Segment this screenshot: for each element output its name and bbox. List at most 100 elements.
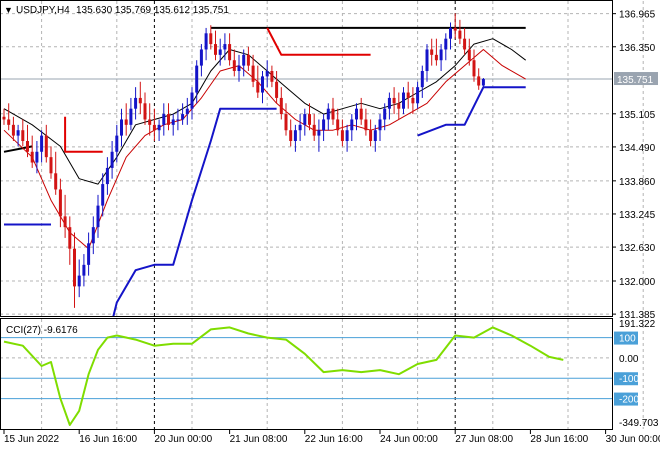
candle-body bbox=[467, 49, 471, 61]
candle-body bbox=[298, 124, 302, 131]
candle-body bbox=[138, 97, 142, 104]
price-axis-label: 131.385 bbox=[619, 310, 656, 321]
candle-body bbox=[246, 54, 250, 66]
cci-level-tag bbox=[614, 372, 638, 386]
candle-body bbox=[96, 205, 100, 228]
chart-menu-icon[interactable]: ▼ bbox=[4, 5, 13, 15]
candle-body bbox=[143, 103, 147, 120]
candle-body bbox=[228, 44, 232, 61]
candle-body bbox=[199, 49, 203, 66]
current-price-label: 135.751 bbox=[617, 75, 654, 86]
candle-body bbox=[303, 114, 307, 125]
candle-body bbox=[355, 108, 358, 120]
time-axis-label: 28 Jun 16:00 bbox=[530, 434, 588, 445]
candle-body bbox=[336, 119, 340, 131]
candle-body bbox=[463, 38, 467, 50]
candle-body bbox=[402, 92, 405, 109]
candle-body bbox=[7, 119, 11, 125]
candle-body bbox=[425, 49, 429, 71]
stop-line-blue bbox=[112, 107, 277, 317]
cci-axis-label: -200 bbox=[619, 395, 639, 406]
candle-body bbox=[383, 108, 387, 120]
candle-body bbox=[134, 97, 138, 109]
time-axis-label: 20 Jun 00:00 bbox=[154, 434, 212, 445]
price-axis-label: 135.105 bbox=[619, 110, 656, 121]
candle-body bbox=[340, 130, 344, 141]
stop-line-blue bbox=[417, 86, 526, 137]
candle-body bbox=[308, 114, 311, 125]
cci-axis-label: 100 bbox=[619, 334, 636, 345]
candle-body bbox=[101, 184, 105, 206]
candle-body bbox=[444, 38, 448, 50]
candle-body bbox=[209, 33, 213, 45]
candle-body bbox=[167, 114, 170, 125]
candle-body bbox=[411, 97, 415, 104]
candle-body bbox=[63, 216, 67, 228]
candle-body bbox=[30, 151, 34, 163]
candle-body bbox=[364, 119, 368, 131]
candle-body bbox=[190, 92, 194, 109]
candle-body bbox=[49, 157, 53, 174]
candle-body bbox=[185, 108, 189, 115]
candle-body bbox=[11, 124, 15, 136]
candle-body bbox=[110, 151, 114, 168]
time-axis-label: 16 Jun 16:00 bbox=[79, 434, 137, 445]
time-axis-label: 24 Jun 00:00 bbox=[380, 434, 438, 445]
cci-axis-label: -100 bbox=[619, 374, 639, 385]
cci-axis-label: 191.322 bbox=[619, 319, 656, 330]
candle-body bbox=[40, 135, 44, 152]
chart-header: ▼ USDJPY,H4 135.630 135.769 135.612 135.… bbox=[4, 5, 229, 16]
candle-body bbox=[181, 114, 185, 120]
candle-body bbox=[232, 60, 236, 71]
candle-body bbox=[237, 65, 241, 71]
price-axis-label: 133.860 bbox=[619, 177, 656, 188]
price-axis-label: 134.490 bbox=[619, 143, 656, 154]
candle-body bbox=[261, 76, 264, 93]
time-axis-label: 30 Jun 00:00 bbox=[606, 434, 660, 445]
time-axis-label: 21 Jun 08:00 bbox=[230, 434, 288, 445]
candle-body bbox=[171, 119, 175, 125]
candle-body bbox=[369, 130, 373, 141]
candle-body bbox=[82, 264, 86, 276]
candle-body bbox=[406, 92, 410, 98]
candle-body bbox=[77, 275, 81, 287]
price-axis-label: 136.350 bbox=[619, 43, 656, 54]
candle-body bbox=[331, 108, 335, 120]
cci-axis-label: -349.703 bbox=[619, 418, 659, 429]
candle-body bbox=[373, 130, 377, 141]
candle-body bbox=[439, 49, 443, 61]
candle-body bbox=[242, 54, 246, 66]
time-axis-label: 15 Jun 2022 bbox=[4, 434, 59, 445]
candle-body bbox=[68, 227, 72, 249]
candle-body bbox=[378, 119, 382, 131]
candle-body bbox=[152, 124, 156, 131]
candle-body bbox=[270, 71, 274, 82]
candle-body bbox=[148, 119, 152, 125]
candle-body bbox=[218, 49, 222, 55]
candle-body bbox=[397, 103, 401, 109]
ohlc-readout: 135.630 135.769 135.612 135.751 bbox=[76, 5, 229, 16]
price-axis-label: 132.630 bbox=[619, 243, 656, 254]
candle-body bbox=[16, 130, 20, 136]
candle-body bbox=[124, 119, 128, 125]
candle-body bbox=[26, 141, 29, 152]
candle-body bbox=[162, 114, 166, 125]
current-price-tag: 135.751 bbox=[614, 72, 658, 86]
candle-body bbox=[214, 44, 217, 55]
candle-body bbox=[350, 119, 354, 131]
candle-body bbox=[434, 54, 438, 61]
candle-body bbox=[430, 49, 434, 55]
candle-body bbox=[129, 108, 133, 125]
candle-body bbox=[256, 81, 260, 93]
cci-header: CCI(27) -9.6176 bbox=[6, 325, 78, 336]
candle-body bbox=[195, 65, 199, 93]
candle-body bbox=[275, 81, 279, 98]
candle-body bbox=[293, 130, 297, 141]
price-axis-label: 136.965 bbox=[619, 10, 656, 21]
candle-body bbox=[312, 124, 316, 136]
cci-level-tag bbox=[614, 392, 638, 406]
candle-body bbox=[91, 227, 95, 244]
price-axis-label: 133.245 bbox=[619, 210, 656, 221]
candle-body bbox=[223, 44, 227, 50]
